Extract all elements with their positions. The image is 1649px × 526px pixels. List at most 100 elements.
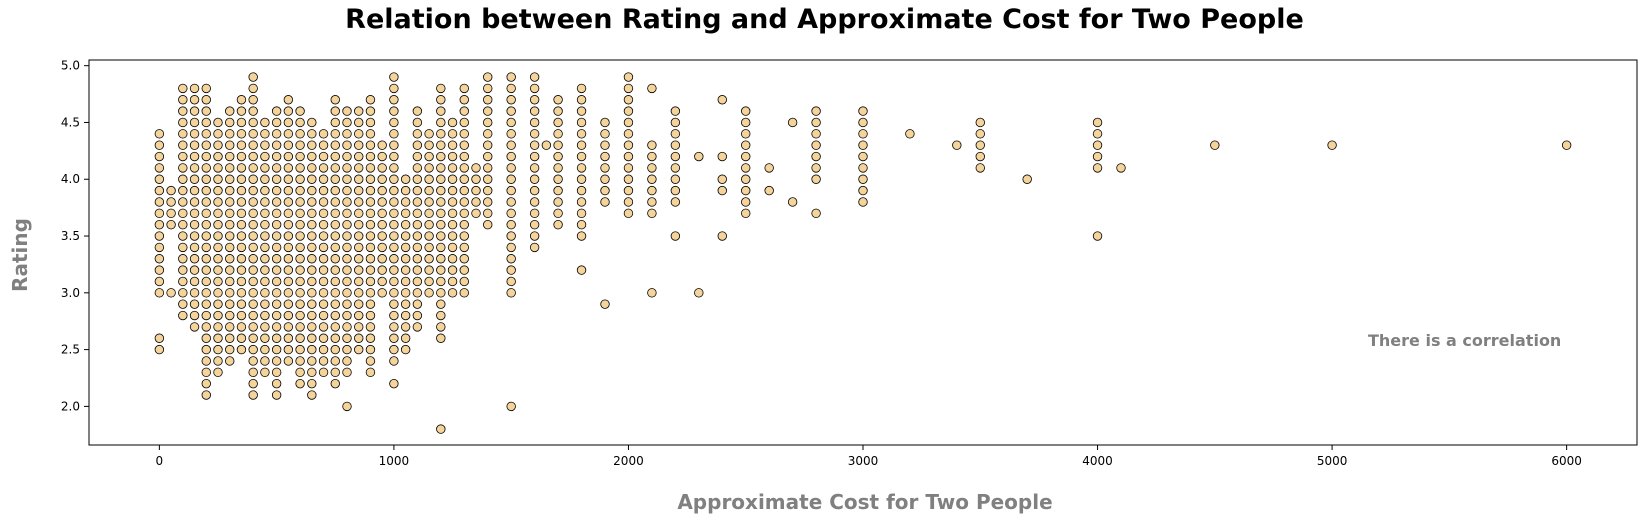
data-point [201, 288, 211, 298]
data-point [529, 185, 540, 196]
data-point [260, 299, 270, 309]
data-point [623, 129, 634, 139]
data-point [260, 174, 270, 184]
data-point [600, 129, 610, 139]
data-point [330, 344, 340, 355]
data-point [764, 163, 774, 173]
data-point [318, 288, 329, 298]
data-point [248, 265, 258, 275]
data-point [318, 151, 329, 162]
data-point [213, 310, 223, 321]
data-point [811, 208, 821, 219]
data-point [576, 83, 587, 94]
data-point [201, 367, 211, 378]
axis-ticks: 0 1000 2000 3000 4000 5000 6000 2.0 2.5 3.0 3.5 4.0… [61, 59, 1582, 468]
data-point [694, 151, 704, 162]
data-point [447, 129, 458, 139]
data-point [342, 288, 352, 298]
data-point [318, 140, 329, 150]
data-point [318, 356, 329, 366]
data-point [424, 254, 434, 264]
data-point [166, 197, 176, 207]
data-point [342, 129, 352, 139]
data-point [506, 276, 516, 287]
data-point [295, 378, 305, 389]
data-point [307, 208, 317, 219]
data-point [623, 163, 634, 173]
data-point [342, 254, 352, 264]
data-point [260, 231, 270, 241]
data-point [342, 299, 352, 309]
data-point [447, 231, 458, 241]
data-point [471, 185, 481, 196]
data-point [330, 140, 340, 150]
data-point [248, 72, 258, 82]
data-point [260, 322, 270, 332]
data-point [213, 219, 223, 230]
data-point [389, 231, 399, 241]
data-point [307, 163, 317, 173]
data-point [248, 151, 258, 162]
data-point [178, 254, 188, 264]
data-point [354, 106, 364, 116]
data-point [189, 151, 200, 162]
data-point [178, 95, 188, 105]
data-point [342, 344, 352, 355]
data-point [412, 163, 423, 173]
data-point [260, 197, 270, 207]
data-point [389, 288, 399, 298]
data-point [283, 276, 294, 287]
x-tick-label: 3000 [848, 454, 879, 468]
data-point [529, 83, 540, 94]
data-point [600, 197, 610, 207]
data-point [424, 276, 434, 287]
data-point [459, 231, 469, 241]
data-point [576, 174, 587, 184]
data-point [342, 219, 352, 230]
data-point [213, 265, 223, 275]
data-point [717, 151, 727, 162]
y-tick-label: 5.0 [61, 59, 80, 73]
data-point [424, 208, 434, 219]
data-point [178, 310, 188, 321]
data-point [178, 151, 188, 162]
data-point [858, 140, 868, 150]
data-point [436, 129, 446, 139]
data-point [201, 231, 211, 241]
data-point [271, 299, 282, 309]
data-point [365, 185, 376, 196]
data-point [436, 242, 446, 253]
data-point [424, 197, 434, 207]
data-point [271, 208, 282, 219]
data-point [553, 117, 563, 128]
data-point [471, 163, 481, 173]
data-point [201, 140, 211, 150]
data-point [623, 197, 634, 207]
data-point [389, 140, 399, 150]
data-point [236, 231, 247, 241]
data-point [377, 254, 387, 264]
data-point [248, 174, 258, 184]
data-point [201, 378, 211, 389]
data-point [506, 219, 516, 230]
x-tick-label: 6000 [1551, 454, 1582, 468]
data-point [189, 265, 200, 275]
data-point [154, 276, 165, 287]
data-point [283, 163, 294, 173]
data-point [365, 106, 376, 116]
data-point [271, 276, 282, 287]
data-point [213, 129, 223, 139]
data-point [271, 344, 282, 355]
data-point [858, 117, 868, 128]
data-point [529, 151, 540, 162]
data-point [741, 208, 751, 219]
data-point [424, 151, 434, 162]
data-point [225, 254, 235, 264]
data-point [553, 129, 563, 139]
data-point [213, 151, 223, 162]
data-point [412, 117, 423, 128]
data-point [670, 129, 681, 139]
data-point [623, 151, 634, 162]
data-point [154, 231, 165, 241]
data-point [553, 163, 563, 173]
